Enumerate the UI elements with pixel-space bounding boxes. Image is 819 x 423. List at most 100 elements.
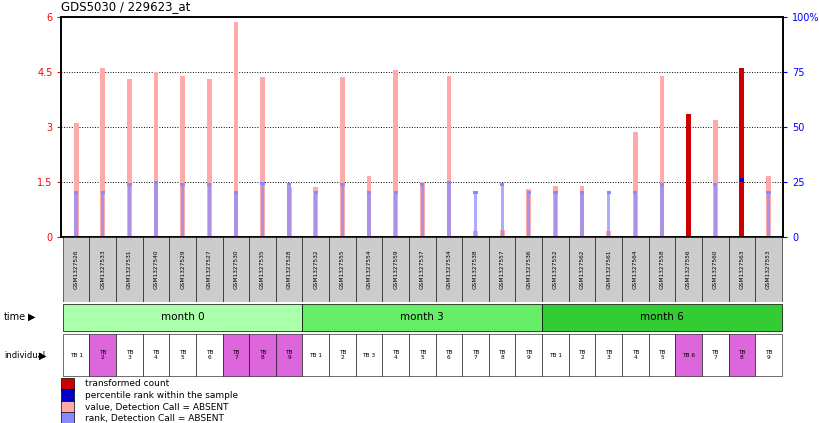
Bar (606, 193, 609, 237)
Bar (287, 185, 291, 237)
Bar (207, 185, 210, 237)
Text: TB
8: TB 8 (498, 350, 505, 360)
Bar (686, 114, 690, 237)
Text: TB 1: TB 1 (309, 353, 322, 358)
Bar (766, 192, 770, 194)
Bar (686, 120, 690, 237)
Bar (606, 192, 610, 194)
Bar (143, 237, 170, 302)
Text: TB
6: TB 6 (206, 350, 213, 360)
Text: ▶: ▶ (28, 312, 35, 322)
Bar (170, 237, 196, 302)
Bar (249, 237, 275, 302)
Text: rank, Detection Call = ABSENT: rank, Detection Call = ABSENT (84, 414, 224, 423)
Bar (101, 193, 104, 237)
Bar (153, 72, 158, 237)
Bar (89, 334, 116, 376)
Bar (328, 334, 355, 376)
Bar (366, 176, 371, 237)
Bar (116, 237, 143, 302)
Text: TB 1: TB 1 (70, 353, 83, 358)
Bar (128, 185, 131, 237)
Text: GSM1327564: GSM1327564 (632, 250, 637, 289)
Bar (527, 193, 530, 237)
Bar (420, 185, 423, 237)
Bar (765, 176, 770, 237)
Bar (473, 231, 477, 237)
Bar (275, 334, 302, 376)
Bar (553, 193, 556, 237)
Text: GSM1327533: GSM1327533 (100, 250, 105, 289)
Bar (393, 70, 397, 237)
Text: TB
7: TB 7 (471, 350, 479, 360)
Text: TB
6: TB 6 (445, 350, 452, 360)
Text: percentile rank within the sample: percentile rank within the sample (84, 391, 238, 400)
Bar (541, 237, 568, 302)
Bar (127, 183, 131, 186)
Bar (499, 230, 504, 237)
Bar (180, 76, 185, 237)
Bar (766, 193, 769, 237)
Bar (233, 22, 238, 237)
Bar (89, 237, 116, 302)
Bar (605, 231, 610, 237)
Bar (473, 193, 477, 237)
Text: GSM1327535: GSM1327535 (260, 250, 265, 289)
Bar (435, 334, 462, 376)
Text: GSM1327555: GSM1327555 (340, 250, 345, 289)
Bar (701, 334, 727, 376)
Bar (648, 334, 674, 376)
Bar (340, 77, 345, 237)
Bar (622, 237, 648, 302)
Text: GSM1327560: GSM1327560 (712, 250, 717, 289)
Text: GSM1327529: GSM1327529 (180, 250, 185, 289)
Text: TB
4: TB 4 (631, 350, 638, 360)
Bar (409, 334, 435, 376)
Bar (488, 334, 515, 376)
Bar (355, 334, 382, 376)
Bar (632, 132, 637, 237)
Text: GSM1327540: GSM1327540 (153, 250, 158, 289)
Bar (196, 237, 222, 302)
Text: GSM1327527: GSM1327527 (206, 250, 211, 289)
Text: TB
5: TB 5 (179, 350, 186, 360)
Bar (302, 334, 328, 376)
Text: TB
7: TB 7 (711, 350, 718, 360)
Text: TB
2: TB 2 (338, 350, 346, 360)
Text: TB
9: TB 9 (524, 350, 532, 360)
Text: TB 6: TB 6 (681, 353, 695, 358)
Text: TB
7: TB 7 (232, 350, 239, 360)
Text: GSM1327557: GSM1327557 (499, 250, 504, 289)
Text: GSM1327537: GSM1327537 (419, 250, 424, 289)
Bar (633, 193, 636, 237)
Bar (740, 180, 743, 237)
Text: TB
5: TB 5 (418, 350, 426, 360)
Bar (500, 183, 504, 186)
Text: GSM1327528: GSM1327528 (287, 250, 292, 289)
Bar (170, 334, 196, 376)
Bar (435, 237, 462, 302)
Bar (580, 193, 583, 237)
Bar (419, 183, 424, 186)
Bar (63, 304, 302, 331)
Bar (341, 185, 344, 237)
Bar (515, 334, 541, 376)
Text: GSM1327556: GSM1327556 (686, 250, 690, 289)
Text: TB
8: TB 8 (259, 350, 266, 360)
Bar (275, 237, 302, 302)
Bar (739, 178, 743, 182)
Bar (75, 193, 78, 237)
Bar (500, 185, 503, 237)
Bar (366, 192, 371, 194)
Bar (713, 185, 716, 237)
Text: GSM1327558: GSM1327558 (658, 250, 663, 289)
Bar (233, 192, 238, 194)
Text: GSM1327526: GSM1327526 (74, 250, 79, 289)
Text: GSM1327534: GSM1327534 (446, 250, 451, 289)
Bar (328, 237, 355, 302)
Bar (712, 120, 717, 237)
Bar (382, 334, 409, 376)
Bar (181, 185, 184, 237)
Bar (61, 412, 75, 423)
Bar (739, 179, 743, 181)
